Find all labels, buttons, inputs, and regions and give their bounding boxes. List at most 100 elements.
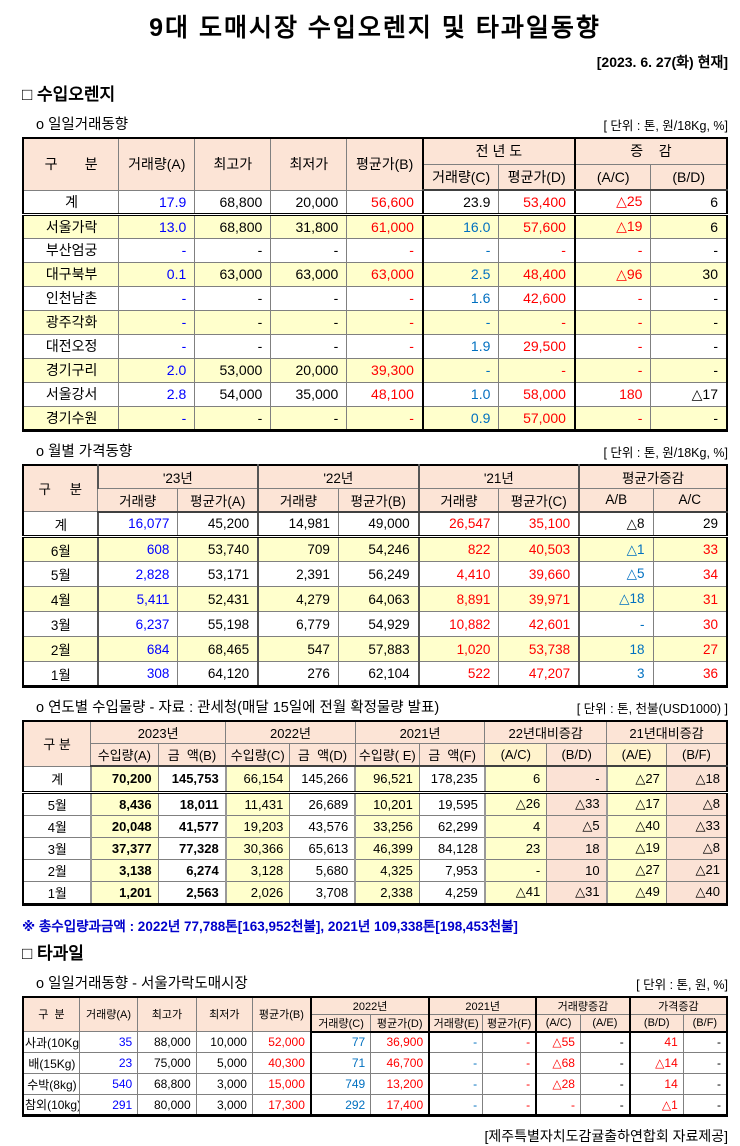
cell: 2,391	[257, 561, 339, 587]
cell: 10,201	[354, 791, 420, 816]
cell: 참외(10kg)	[22, 1094, 80, 1116]
cell: 57,883	[337, 636, 420, 662]
cell: 23	[483, 836, 548, 860]
yearly-table-body: 계 70,200 145,753 66,154 145,266 96,521 178,235…	[22, 765, 728, 905]
cell: -	[270, 333, 348, 359]
cell: 1,020	[417, 636, 500, 662]
header-gubun: 구 분	[22, 137, 120, 191]
cell: △8	[665, 836, 728, 860]
cell: 5월	[22, 791, 92, 816]
header-bd: (B/D)	[546, 743, 608, 767]
header-year-23: '23년	[96, 464, 259, 489]
cell: 2.8	[118, 381, 196, 407]
cell: -	[118, 333, 196, 359]
cell: 2,026	[224, 880, 291, 905]
cell: 35	[78, 1031, 139, 1053]
cell: 608	[96, 536, 179, 562]
cell: 대전오정	[22, 333, 120, 359]
report-date: [2023. 6. 27(화) 현재]	[596, 54, 728, 70]
cell: 4,279	[257, 586, 339, 612]
cell: 17.9	[118, 189, 196, 216]
cell: -	[194, 285, 272, 311]
cell: 4,410	[417, 561, 500, 587]
header-volume-c: 거래량(C)	[421, 163, 500, 191]
cell: 2월	[22, 858, 92, 882]
cell: △17	[650, 381, 728, 407]
cell: 20,000	[270, 357, 348, 383]
cell: 63,000	[270, 261, 348, 287]
cell: △33	[665, 814, 728, 838]
header-ac: (A/C)	[484, 743, 548, 767]
cell: 68,800	[194, 213, 272, 239]
cell: 배(15Kg)	[22, 1052, 80, 1074]
cell: -	[428, 1094, 484, 1116]
cell: 40,300	[251, 1052, 312, 1074]
cell: 0.1	[118, 261, 196, 287]
cell: -	[573, 309, 652, 335]
cell: -	[650, 357, 728, 383]
table-row: 경기수원 - - - -0.9 57,000- -	[22, 405, 728, 431]
cell: 80,000	[137, 1094, 197, 1116]
fruit-table-body: 사과(10Kg) 35 88,000 10,000 52,000 77 36,900- - △5…	[22, 1031, 728, 1116]
cell: 540	[78, 1073, 139, 1095]
daily-trade-table: 구 분 거래량(A) 최고가 최저가 평균가(B) 전 년 도 증 감 거래량(…	[22, 137, 728, 432]
cell: 43,576	[289, 814, 356, 838]
cell: 14	[628, 1073, 684, 1095]
cell: -	[682, 1052, 728, 1074]
table-row: 인천남촌 - - - -1.6 42,600- -	[22, 285, 728, 311]
cell: △18	[578, 586, 654, 612]
header-amount-b: 금 액(B)	[157, 743, 227, 767]
cell: -	[194, 333, 272, 359]
table-row: 2월 684 68,465 547 57,883 1,020 53,738 18 27	[22, 636, 728, 662]
cell: 57,600	[498, 213, 576, 239]
table-row: 참외(10kg) 291 80,000 3,000 17,300 292 17,400- - -…	[22, 1094, 728, 1116]
cell: 29,500	[498, 333, 576, 359]
cell: 54,000	[194, 381, 272, 407]
cell: 46,700	[370, 1052, 430, 1074]
header-change: 증 감	[573, 137, 728, 165]
cell: 88,000	[137, 1031, 197, 1053]
cell: -	[428, 1073, 484, 1095]
cell: 사과(10Kg)	[22, 1031, 80, 1053]
cell: 3,138	[89, 858, 159, 882]
cell: 39,300	[346, 357, 424, 383]
table-row: 서울가락 13.0 68,800 31,800 61,000 16.0 57,600 △19 6	[22, 213, 728, 239]
cell: 경기구리	[22, 357, 120, 383]
cell: 52,000	[251, 1031, 312, 1053]
cell: 서울강서	[22, 381, 120, 407]
header-diff-21: 21년대비증감	[606, 720, 728, 744]
cell: -	[682, 1094, 728, 1116]
header-import-e: 수입량( E)	[354, 743, 420, 767]
cell: 19,203	[224, 814, 291, 838]
cell: 13,200	[370, 1073, 430, 1095]
table-row: 대전오정 - - - -1.9 29,500- -	[22, 333, 728, 359]
cell: 계	[22, 765, 92, 794]
cell: -	[579, 1073, 631, 1095]
cell: 70,200	[89, 765, 159, 794]
cell: 36,900	[370, 1031, 430, 1053]
table-row: 계 17.9 68,800 20,000 56,600 23.9 53,400 △25 6	[22, 189, 728, 216]
header-volume-21: 거래량	[417, 487, 500, 513]
cell: -	[428, 1031, 484, 1053]
cell: 180	[573, 381, 652, 407]
cell: -	[421, 309, 500, 335]
cell: 계	[22, 511, 99, 538]
fruit-table-title: o 일일거래동향 - 서울가락도매시장	[36, 975, 248, 992]
cell: 1,201	[89, 880, 159, 905]
cell: -	[498, 309, 576, 335]
cell: -	[483, 858, 548, 882]
cell: 48,100	[346, 381, 424, 407]
cell: -	[650, 285, 728, 311]
header-avg-b: 평균가(B)	[337, 487, 420, 513]
cell: 54,929	[337, 611, 420, 637]
total-import-note: ※ 총수입량과금액 : 2022년 77,788톤[163,952천불], 20…	[22, 918, 518, 934]
cell: 96,521	[354, 765, 420, 794]
cell: 49,000	[337, 511, 420, 538]
header-avg-b: 평균가(B)	[251, 996, 312, 1032]
cell: 46,399	[354, 836, 420, 860]
cell: 16.0	[421, 213, 500, 239]
cell: 33,256	[354, 814, 420, 838]
cell: 42,600	[498, 285, 576, 311]
cell: 4,325	[354, 858, 420, 882]
